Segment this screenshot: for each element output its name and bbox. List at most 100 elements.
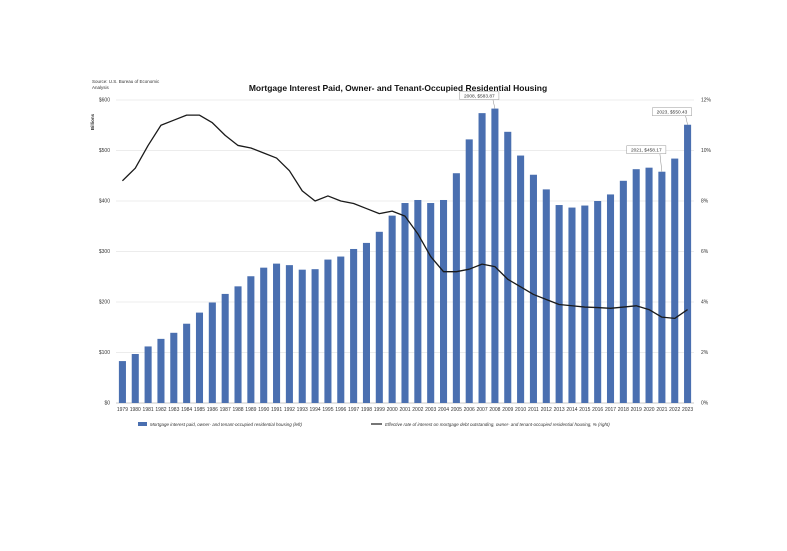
bar (401, 203, 409, 403)
left-tick-label: $200 (99, 300, 110, 306)
x-tick-label: 1989 (245, 407, 256, 413)
x-tick-label: 2017 (605, 407, 616, 413)
bar (247, 276, 255, 403)
bar (491, 108, 499, 404)
bar (337, 256, 345, 403)
x-tick-label: 1983 (168, 407, 179, 413)
x-tick-label: 2004 (438, 407, 449, 413)
bar (517, 155, 525, 403)
x-tick-label: 1991 (271, 407, 282, 413)
bar (619, 180, 627, 403)
x-tick-label: 1995 (322, 407, 333, 413)
x-tick-label: 2016 (592, 407, 603, 413)
bar (285, 265, 293, 403)
callout-leader (685, 115, 688, 125)
bar (440, 199, 448, 403)
x-tick-label: 2020 (643, 407, 654, 413)
x-tick-label: 1988 (232, 407, 243, 413)
left-tick-label: $500 (99, 148, 110, 154)
x-tick-label: 2011 (528, 407, 539, 413)
x-tick-label: 1998 (361, 407, 372, 413)
bar (414, 199, 422, 403)
left-tick-label: $400 (99, 199, 110, 205)
bar (221, 293, 229, 403)
callout-label: 2021, $458.17 (631, 148, 662, 154)
right-tick-label: 12% (701, 98, 712, 104)
x-tick-label: 1986 (207, 407, 218, 413)
x-tick-label: 2023 (682, 407, 693, 413)
bar (645, 167, 653, 403)
legend: Mortgage interest paid, owner- and tenan… (138, 422, 610, 427)
bar (594, 201, 602, 403)
x-tick-label: 2019 (631, 407, 642, 413)
bar (529, 174, 537, 403)
bar (427, 203, 435, 403)
x-tick-label: 2008 (489, 407, 500, 413)
x-tick-label: 2021 (656, 407, 667, 413)
bar (465, 139, 473, 403)
x-tick-label: 1987 (220, 407, 231, 413)
x-tick-label: 1980 (130, 407, 141, 413)
right-tick-label: 0% (701, 401, 709, 407)
line-series (121, 114, 688, 320)
bar (183, 323, 191, 403)
right-tick-label: 6% (701, 249, 709, 255)
bar (658, 171, 666, 403)
bar (632, 169, 640, 403)
legend-label-line: Effective rate of interest on mortgage d… (385, 422, 610, 427)
callout-leader (659, 153, 663, 172)
x-tick-label: 2014 (566, 407, 577, 413)
x-tick-label: 1999 (374, 407, 385, 413)
bar (542, 189, 550, 403)
x-tick-label: 1981 (143, 407, 154, 413)
x-tick-label: 2015 (579, 407, 590, 413)
callout-box (459, 91, 500, 100)
callout-label: 2023, $550.43 (657, 110, 688, 116)
left-axis: $0 $100 $200 $300 $400 $500 $600 (99, 98, 110, 407)
bar (452, 173, 460, 403)
bar (362, 242, 370, 403)
bar (671, 158, 679, 403)
callout-box (652, 107, 692, 116)
bar (234, 286, 242, 403)
bar (504, 131, 512, 403)
right-tick-label: 8% (701, 199, 709, 205)
bar (144, 346, 152, 403)
x-tick-label: 2007 (477, 407, 488, 413)
bar (581, 205, 589, 403)
bar (606, 194, 615, 403)
bar-series (118, 108, 692, 404)
left-axis-unit-label: Billions (90, 113, 95, 130)
chart-title: Mortgage Interest Paid, Owner- and Tenan… (249, 83, 547, 93)
x-tick-label: 2005 (451, 407, 462, 413)
bar (350, 248, 358, 403)
callout-leader (492, 99, 496, 109)
x-tick-label: 1982 (155, 407, 166, 413)
x-tick-label: 2001 (399, 407, 410, 413)
x-tick-label: 1996 (335, 407, 346, 413)
callout-box (626, 145, 667, 154)
callout-label: 2008, $583.87 (464, 93, 495, 99)
x-tick-label: 2009 (502, 407, 513, 413)
bar (208, 302, 216, 403)
x-tick-label: 2022 (669, 407, 680, 413)
right-tick-label: 4% (701, 300, 709, 306)
x-tick-label: 1992 (284, 407, 295, 413)
bar (195, 312, 204, 403)
x-tick-label: 1990 (258, 407, 269, 413)
bar (260, 267, 268, 403)
x-tick-label: 2006 (464, 407, 475, 413)
x-tick-label: 1997 (348, 407, 359, 413)
x-tick-label: 2002 (412, 407, 423, 413)
legend-label-bars: Mortgage interest paid, owner- and tenan… (150, 422, 303, 427)
annotations: 2008, $583.87 2021, $458.17 2023, $550.43 (459, 91, 692, 172)
rate-line (121, 114, 688, 320)
bar (324, 259, 332, 403)
bar (684, 124, 692, 404)
x-tick-label: 1984 (181, 407, 192, 413)
x-tick-label: 2018 (618, 407, 629, 413)
right-tick-label: 2% (701, 350, 709, 356)
left-tick-label: $600 (99, 98, 110, 104)
bar (375, 231, 383, 403)
